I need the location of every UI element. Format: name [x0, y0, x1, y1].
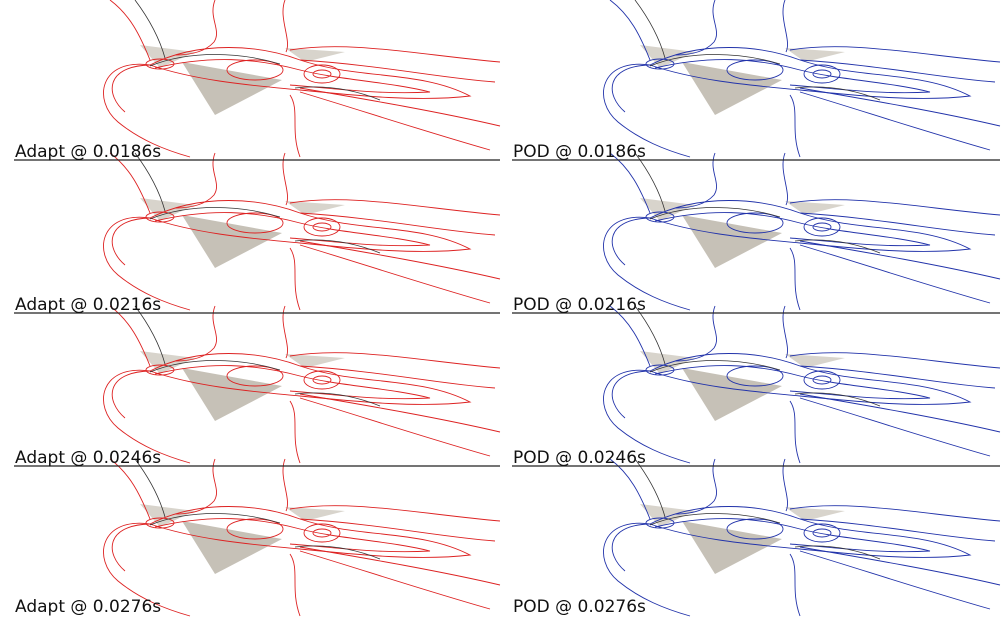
pod-contours — [604, 0, 1000, 157]
panel-label: POD @ 0.0186s — [513, 142, 646, 162]
adapt-contours — [104, 306, 500, 463]
panel-label: Adapt @ 0.0276s — [15, 597, 161, 617]
panel-label: Adapt @ 0.0186s — [15, 142, 161, 162]
adapt-contours — [104, 0, 500, 157]
figure: Adapt @ 0.0186s POD @ 0.0186s Adapt @ 0.… — [0, 0, 1002, 620]
pod-contours — [604, 153, 1000, 310]
panel-label: POD @ 0.0276s — [513, 597, 646, 617]
panel-label: Adapt @ 0.0216s — [15, 295, 161, 315]
panel-label: POD @ 0.0246s — [513, 448, 646, 468]
panel-label: POD @ 0.0216s — [513, 295, 646, 315]
pod-contours — [604, 459, 1000, 616]
adapt-contours — [104, 459, 500, 616]
pod-contours — [604, 306, 1000, 463]
panel-label: Adapt @ 0.0246s — [15, 448, 161, 468]
adapt-contours — [104, 153, 500, 310]
